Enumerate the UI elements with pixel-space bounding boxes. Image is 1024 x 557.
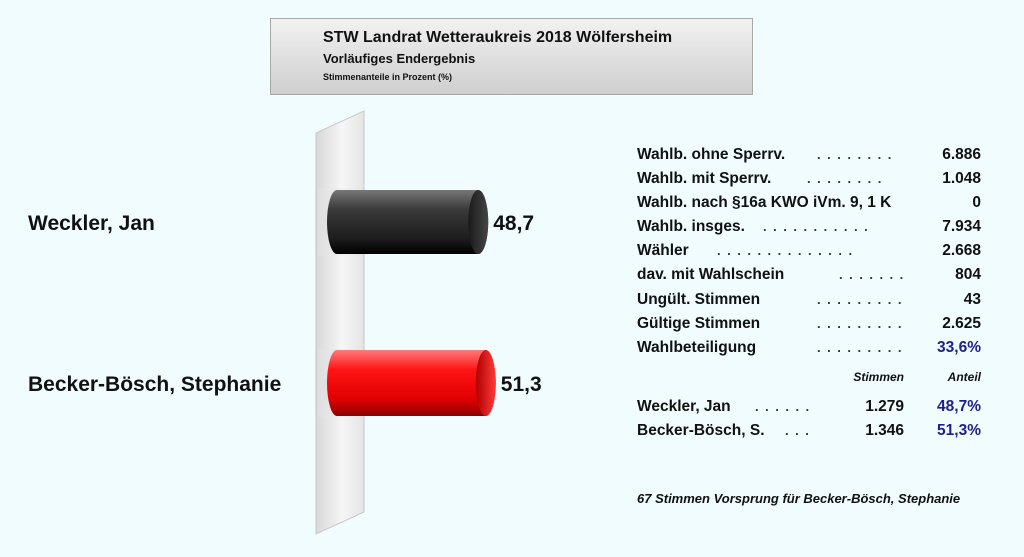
result-row: Weckler, Jan...... 1.279 48,7%: [637, 395, 981, 419]
stat-row: dav. mit Wahlschein....... 804: [637, 263, 981, 287]
result-row: Becker-Bösch, S.... 1.346 51,3%: [637, 419, 981, 443]
bar-chart: Weckler, Jan 48,7 Becker-Bösch, Stephanie 5…: [28, 110, 542, 535]
stat-value: 804: [955, 266, 981, 284]
stat-row: Wähler.............. 2.668: [637, 239, 981, 263]
stat-label: Gültige Stimmen: [637, 314, 761, 332]
result-share: 48,7%: [937, 398, 981, 415]
bar-group: Becker-Bösch, Stephanie 51,3: [28, 349, 542, 417]
stat-value: 1.048: [942, 170, 981, 188]
bar: [327, 350, 496, 416]
bars-layer: Weckler, Jan 48,7 Becker-Bösch, Stephanie 5…: [28, 188, 542, 417]
stat-value: 7.934: [942, 218, 981, 236]
stat-value: 0: [972, 194, 981, 212]
result-leader-dots: ......: [755, 399, 816, 414]
results-table: Weckler, Jan...... 1.279 48,7% Becker-Bösch…: [637, 395, 981, 443]
result-candidate-name: Becker-Bösch, S.: [637, 422, 765, 439]
results-header: Stimmen Anteil: [637, 370, 981, 388]
stat-row: Wahlb. mit Sperrv......... 1.048: [637, 167, 981, 191]
stat-row: Wahlb. nach §16a KWO iVm. 9, 1 K 0: [637, 191, 981, 215]
lead-summary: 67 Stimmen Vorsprung für Becker-Bösch, S…: [637, 491, 961, 506]
stat-leader-dots: .........: [817, 339, 909, 355]
title-box: STW Landrat Wetteraukreis 2018 Wölfershe…: [270, 18, 753, 95]
stat-value: 43: [963, 290, 981, 308]
votes-column-header: Stimmen: [853, 370, 904, 384]
chart-unit-note: Stimmenanteile in Prozent (%): [323, 72, 453, 82]
stat-label: Wahlb. ohne Sperrv.: [637, 146, 786, 163]
value-label: 51,3: [501, 373, 542, 396]
category-label: Weckler, Jan: [28, 212, 155, 235]
bar-group: Weckler, Jan 48,7: [28, 188, 534, 256]
chart-subtitle: Vorläufiges Endergebnis: [323, 51, 476, 66]
stat-value: 33,6%: [937, 338, 981, 356]
bar: [327, 190, 489, 254]
stat-value: 6.886: [942, 146, 981, 163]
stat-value: 2.668: [942, 242, 981, 260]
bar-end-cap: [475, 350, 496, 416]
stat-leader-dots: ........: [817, 147, 898, 162]
stat-label: Ungült. Stimmen: [637, 290, 761, 308]
value-label: 48,7: [493, 212, 534, 235]
result-candidate-name: Weckler, Jan: [637, 398, 731, 415]
result-votes: 1.346: [865, 422, 904, 439]
stat-leader-dots: ...........: [763, 219, 875, 235]
result-leader-dots: ...: [785, 423, 816, 438]
stat-label: Wahlb. nach §16a KWO iVm. 9, 1 K: [637, 194, 892, 212]
stat-row: Wahlb. ohne Sperrv......... 6.886: [637, 143, 981, 167]
stat-label: Wahlbeteiligung: [637, 338, 757, 356]
bar-end-cap: [468, 190, 489, 254]
statistics-table: Wahlb. ohne Sperrv......... 6.886 Wahlb. m…: [637, 143, 981, 360]
stat-label: Wahlb. insges.: [637, 218, 745, 236]
category-label: Becker-Bösch, Stephanie: [28, 373, 281, 396]
stat-leader-dots: .........: [817, 315, 909, 331]
stat-label: Wähler: [637, 242, 689, 260]
chart-back-wall: [315, 110, 365, 535]
stat-row: Wahlbeteiligung......... 33,6%: [637, 336, 981, 360]
stat-leader-dots: ........: [807, 171, 888, 187]
stat-label: Wahlb. mit Sperrv.: [637, 170, 772, 188]
share-column-header: Anteil: [947, 370, 981, 384]
stat-row: Ungült. Stimmen......... 43: [637, 288, 981, 312]
stat-leader-dots: ..............: [717, 243, 859, 259]
stat-row: Wahlb. insges............ 7.934: [637, 215, 981, 239]
result-share: 51,3%: [937, 422, 981, 439]
stat-label: dav. mit Wahlschein: [637, 266, 785, 284]
stat-leader-dots: .......: [839, 267, 910, 283]
stat-leader-dots: .........: [817, 291, 909, 307]
chart-title: STW Landrat Wetteraukreis 2018 Wölfershe…: [323, 29, 673, 46]
result-votes: 1.279: [865, 398, 904, 415]
stat-value: 2.625: [942, 314, 981, 332]
stat-row: Gültige Stimmen......... 2.625: [637, 312, 981, 336]
